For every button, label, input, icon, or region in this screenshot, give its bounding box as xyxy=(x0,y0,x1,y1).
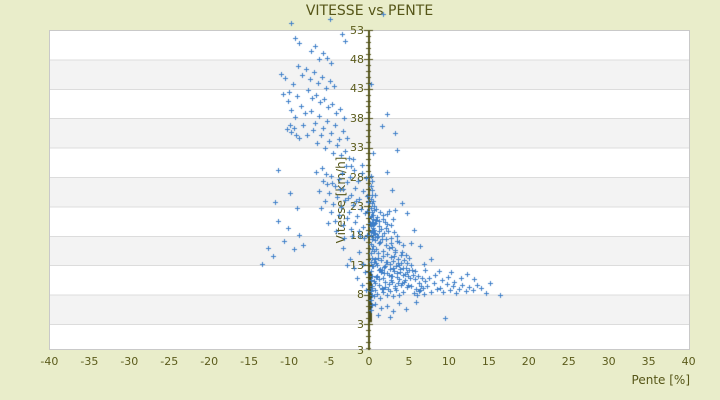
x-tick-label: 30 xyxy=(601,355,616,368)
x-axis-title: Pente [%] xyxy=(631,373,690,387)
x-tick-label: -35 xyxy=(80,355,99,368)
x-tick-label: -20 xyxy=(200,355,219,368)
y-tick-label: 28 xyxy=(350,170,364,184)
plot-area xyxy=(49,30,690,350)
x-tick-label: 10 xyxy=(441,355,456,368)
x-tick-label: 5 xyxy=(405,355,413,368)
x-tick-label: 25 xyxy=(561,355,576,368)
y-axis-min-label: 3 xyxy=(357,343,364,357)
y-tick-label: 18 xyxy=(350,229,364,243)
y-tick-label: 38 xyxy=(350,111,364,125)
y-tick-label: 3 xyxy=(357,317,364,331)
y-tick-label: 8 xyxy=(357,288,364,302)
x-tick-label: -15 xyxy=(240,355,259,368)
y-tick-label: 13 xyxy=(350,258,364,272)
y-tick-label: 43 xyxy=(350,82,364,96)
chart-title: VITESSE vs PENTE xyxy=(305,3,434,19)
x-tick-label: 40 xyxy=(681,355,696,368)
y-tick-label: 33 xyxy=(350,141,364,155)
x-tick-label: -5 xyxy=(323,355,335,368)
x-tick-label: -30 xyxy=(120,355,139,368)
x-tick-label: -10 xyxy=(280,355,299,368)
x-tick-label: -40 xyxy=(40,355,59,368)
x-tick-label: -25 xyxy=(160,355,179,368)
y-tick-label: 53 xyxy=(350,23,364,37)
x-tick-label: 0 xyxy=(365,355,373,368)
y-tick-label: 48 xyxy=(350,52,364,66)
x-tick-label: 35 xyxy=(641,355,656,368)
x-tick-label: 15 xyxy=(481,355,496,368)
x-tick-label: 20 xyxy=(521,355,536,368)
y-tick-label: 23 xyxy=(350,199,364,213)
